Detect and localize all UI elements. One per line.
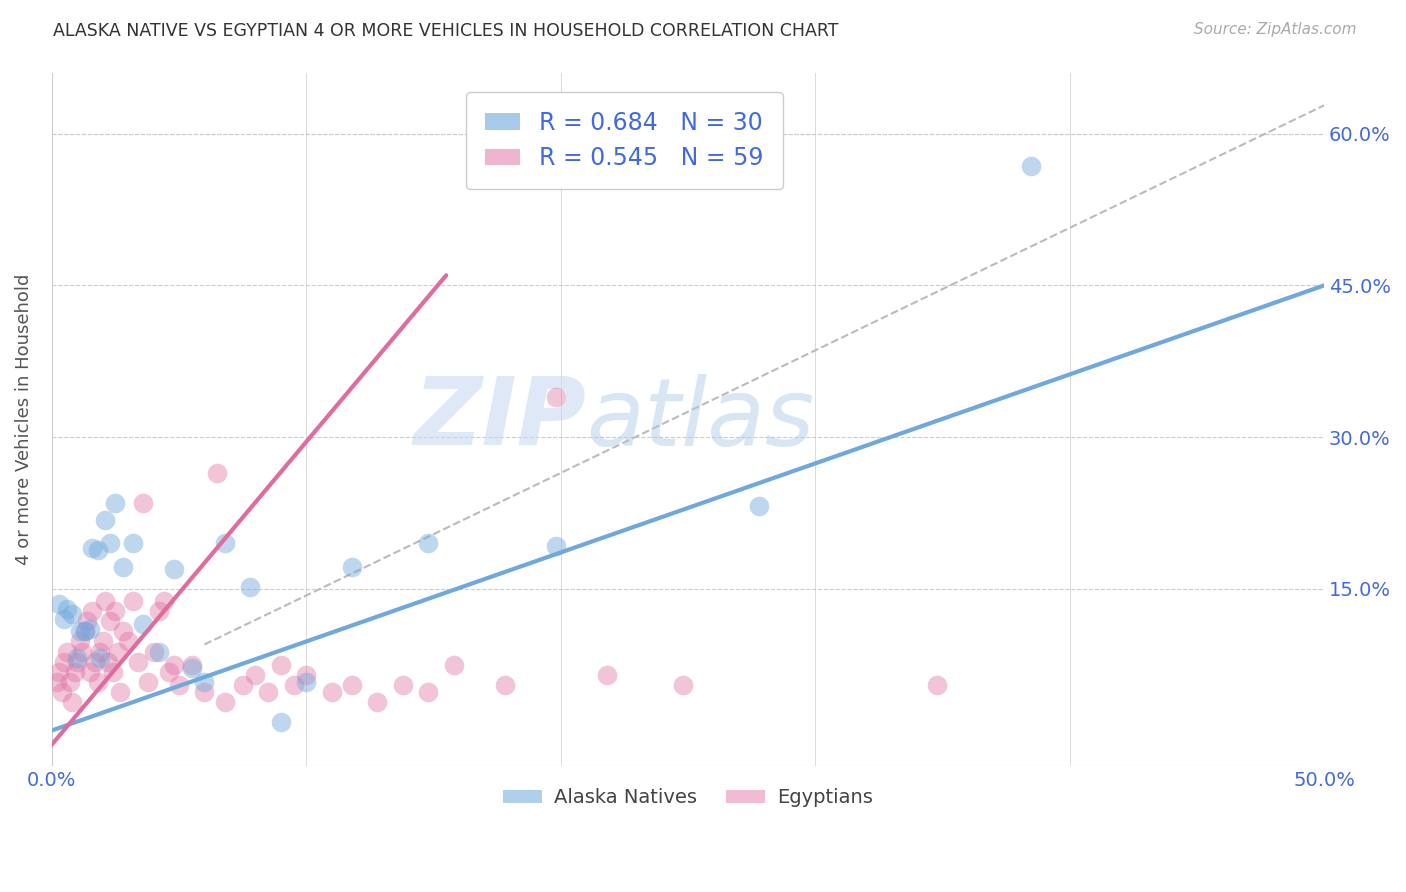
Point (56, 644, 79, 658)
Point (76, 614, 98, 628)
Point (127, 655, 149, 669)
Point (544, 390, 567, 404)
Point (193, 685, 215, 699)
Point (163, 561, 186, 575)
Point (340, 559, 363, 574)
Point (270, 715, 292, 730)
Point (494, 678, 516, 692)
Point (45, 675, 67, 690)
Text: ALASKA NATIVE VS EGYPTIAN 4 OR MORE VEHICLES IN HOUSEHOLD CORRELATION CHART: ALASKA NATIVE VS EGYPTIAN 4 OR MORE VEHI… (53, 22, 839, 40)
Text: ZIP: ZIP (413, 374, 586, 466)
Point (392, 678, 415, 692)
Y-axis label: 4 or more Vehicles in Household: 4 or more Vehicles in Household (15, 274, 32, 566)
Point (257, 685, 280, 699)
Point (111, 624, 134, 639)
Point (245, 668, 267, 682)
Point (148, 644, 170, 658)
Point (321, 685, 343, 699)
Point (91, 634, 114, 648)
Point (214, 536, 236, 550)
Point (239, 580, 262, 594)
Point (418, 536, 440, 550)
Point (97, 655, 120, 669)
Point (58, 675, 80, 690)
Point (214, 695, 236, 709)
Point (152, 594, 174, 608)
Point (295, 675, 318, 690)
Point (98, 536, 121, 550)
Point (544, 540, 567, 554)
Point (232, 678, 254, 692)
Point (142, 644, 165, 658)
Point (163, 657, 186, 672)
Point (69, 634, 91, 648)
Point (86, 675, 108, 690)
Point (418, 685, 440, 699)
Point (53, 655, 76, 669)
Point (1021, 159, 1043, 173)
Point (122, 594, 145, 608)
Point (94, 513, 117, 527)
Point (66, 650, 89, 665)
Point (283, 678, 305, 692)
Text: Source: ZipAtlas.com: Source: ZipAtlas.com (1194, 22, 1357, 37)
Point (84, 655, 107, 669)
Point (69, 624, 91, 639)
Point (132, 617, 155, 632)
Point (94, 594, 117, 608)
Point (167, 678, 190, 692)
Point (104, 496, 127, 510)
Point (138, 675, 160, 690)
Point (60, 695, 83, 709)
Point (82, 541, 104, 556)
Point (927, 678, 949, 692)
Point (180, 657, 202, 672)
Point (66, 655, 89, 669)
Point (56, 602, 79, 616)
Point (79, 623, 101, 637)
Point (595, 668, 617, 682)
Point (193, 675, 215, 690)
Point (443, 657, 465, 672)
Point (132, 496, 155, 510)
Point (205, 466, 228, 480)
Point (101, 665, 124, 679)
Point (180, 661, 202, 675)
Point (48, 665, 70, 679)
Point (53, 612, 76, 626)
Legend: Alaska Natives, Egyptians: Alaska Natives, Egyptians (495, 780, 880, 815)
Point (340, 678, 363, 692)
Point (79, 665, 101, 679)
Point (157, 665, 180, 679)
Point (63, 665, 86, 679)
Point (295, 668, 318, 682)
Point (148, 604, 170, 618)
Point (748, 499, 770, 513)
Point (110, 685, 132, 699)
Point (122, 536, 145, 550)
Point (111, 559, 134, 574)
Point (73, 624, 96, 639)
Point (117, 634, 139, 648)
Point (73, 624, 96, 639)
Point (672, 678, 695, 692)
Point (98, 614, 121, 628)
Point (72, 644, 94, 658)
Point (89, 644, 111, 658)
Point (107, 644, 129, 658)
Point (51, 685, 73, 699)
Point (89, 650, 111, 665)
Point (82, 604, 104, 618)
Point (48, 597, 70, 611)
Point (86, 543, 108, 558)
Point (60, 607, 83, 622)
Point (104, 604, 127, 618)
Text: atlas: atlas (586, 374, 814, 465)
Point (366, 695, 388, 709)
Point (270, 657, 292, 672)
